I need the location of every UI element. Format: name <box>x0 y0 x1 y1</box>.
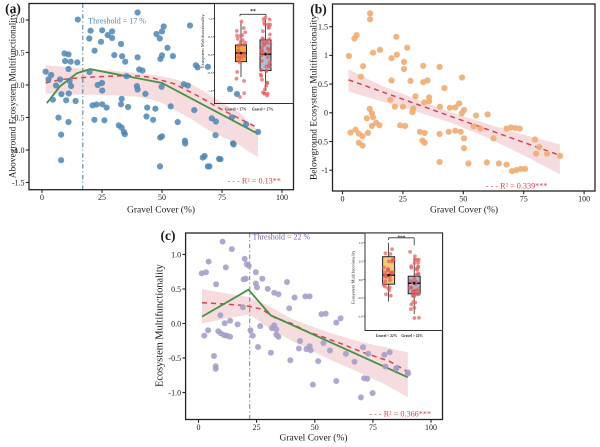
svg-text:- - - R² = 0.339***: - - - R² = 0.339*** <box>486 181 548 190</box>
svg-text:-1: -1 <box>321 166 328 175</box>
svg-text:-1.0: -1.0 <box>358 315 364 319</box>
svg-text:50: 50 <box>459 195 467 204</box>
svg-text:Ecosystem Multifunctionality: Ecosystem Multifunctionality <box>200 13 205 67</box>
svg-text:0: 0 <box>341 195 345 204</box>
svg-text:- - - R² = 0.366***: - - - R² = 0.366*** <box>369 409 431 418</box>
svg-text:Threshold = 17 %: Threshold = 17 % <box>88 17 146 26</box>
svg-text:Gravel Cover (%): Gravel Cover (%) <box>279 433 347 444</box>
svg-text:75: 75 <box>369 423 377 432</box>
svg-text:0.5: 0.5 <box>15 48 25 57</box>
svg-text:1.0: 1.0 <box>171 250 181 259</box>
svg-text:**: ** <box>250 9 256 15</box>
svg-text:0.0: 0.0 <box>171 319 181 328</box>
svg-text:(b): (b) <box>310 2 327 17</box>
svg-text:-1.0: -1.0 <box>12 146 25 155</box>
svg-text:0: 0 <box>40 193 44 202</box>
svg-text:1.0: 1.0 <box>359 241 364 245</box>
svg-text:Ecosystem Multifunctionality: Ecosystem Multifunctionality <box>154 263 165 387</box>
svg-text:0.0: 0.0 <box>208 53 213 57</box>
svg-text:0.5: 0.5 <box>318 80 328 89</box>
svg-text:Ecosystem Multifunctionality: Ecosystem Multifunctionality <box>351 250 356 304</box>
svg-text:0.0: 0.0 <box>15 81 25 90</box>
svg-text:Gravel > 22%: Gravel > 22% <box>401 334 423 338</box>
svg-text:25: 25 <box>98 193 106 202</box>
svg-text:0.5: 0.5 <box>359 259 364 263</box>
svg-text:50: 50 <box>158 193 166 202</box>
svg-text:0: 0 <box>324 109 328 118</box>
svg-text:Belowground Ecosystem Multifun: Belowground Ecosystem Multifunctionality <box>309 15 320 180</box>
svg-text:Gravel Cover (%): Gravel Cover (%) <box>430 205 498 216</box>
svg-text:100: 100 <box>425 423 437 432</box>
svg-text:1.0: 1.0 <box>15 16 25 25</box>
svg-text:0: 0 <box>197 423 201 432</box>
svg-text:1.5: 1.5 <box>318 23 328 32</box>
svg-text:100: 100 <box>276 193 288 202</box>
svg-text:100: 100 <box>578 195 590 204</box>
svg-text:-1.0: -1.0 <box>168 388 181 397</box>
svg-text:***: *** <box>398 235 406 241</box>
svg-text:-0.5: -0.5 <box>168 354 181 363</box>
svg-text:Gravel < 22%: Gravel < 22% <box>376 334 398 338</box>
svg-text:Gravel < 17%: Gravel < 17% <box>225 108 247 112</box>
svg-text:-1.0: -1.0 <box>207 89 213 93</box>
svg-text:Gravel > 17%: Gravel > 17% <box>252 108 274 112</box>
svg-text:25: 25 <box>253 423 261 432</box>
svg-text:(c): (c) <box>161 228 176 243</box>
svg-text:0.5: 0.5 <box>208 35 213 39</box>
svg-text:-0.5: -0.5 <box>315 137 328 146</box>
svg-text:25: 25 <box>399 195 407 204</box>
svg-text:Threshold = 22 %: Threshold = 22 % <box>253 233 311 242</box>
svg-text:- - - R² = 0.13**: - - - R² = 0.13** <box>228 177 281 186</box>
svg-text:-0.5: -0.5 <box>358 296 364 300</box>
svg-text:75: 75 <box>520 195 528 204</box>
svg-text:-0.5: -0.5 <box>207 71 213 75</box>
svg-text:(a): (a) <box>5 1 21 16</box>
svg-text:1: 1 <box>324 51 328 60</box>
svg-text:50: 50 <box>311 423 319 432</box>
svg-text:Gravel Cover (%): Gravel Cover (%) <box>127 205 195 216</box>
svg-text:0.0: 0.0 <box>359 278 364 282</box>
svg-text:0.5: 0.5 <box>171 285 181 294</box>
svg-text:-0.5: -0.5 <box>12 113 25 122</box>
svg-text:1.0: 1.0 <box>208 17 213 21</box>
svg-text:Aboveground Ecosystem Multifun: Aboveground Ecosystem Multifunctionality <box>7 12 18 178</box>
svg-text:75: 75 <box>218 193 226 202</box>
svg-text:-1.5: -1.5 <box>12 178 25 187</box>
